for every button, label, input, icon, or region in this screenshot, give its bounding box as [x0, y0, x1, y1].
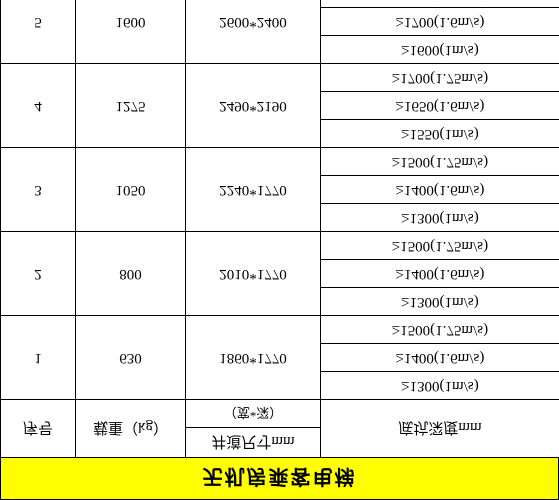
cell-shaft: 2490*2190: [186, 64, 321, 148]
table-row: 516002600*2400≥1600(1m/s): [1, 36, 559, 64]
header-pit: 底坑深度mm: [321, 400, 559, 458]
cell-pit: ≥1500(1.75m/s): [321, 232, 559, 260]
cell-pit: ≥1300(1m/s): [321, 288, 559, 316]
table-row: 310502240*1770≥1300(1m/s): [1, 204, 559, 232]
cell-load: 1600: [76, 0, 186, 64]
elevator-spec-table: 序号 载重（kg） 井道尺寸mm 底坑深度mm （宽*深） 16301860*1…: [0, 0, 559, 458]
header-shaft-top: 井道尺寸mm: [186, 428, 321, 458]
cell-serial: 5: [1, 0, 76, 64]
cell-shaft: 2600*2400: [186, 0, 321, 64]
cell-load: 1050: [76, 148, 186, 232]
cell-pit: ≥1750(1.75m/s): [321, 0, 559, 8]
page-title: 无机房乘客电梯: [203, 465, 357, 487]
cell-pit: ≥1500(1.75m/s): [321, 148, 559, 176]
cell-pit: ≥1700(1.75m/s): [321, 64, 559, 92]
cell-pit: ≥1700(1.6m/s): [321, 8, 559, 36]
cell-serial: 3: [1, 148, 76, 232]
cell-load: 630: [76, 316, 186, 400]
cell-pit: ≥1550(1m/s): [321, 120, 559, 148]
table-row: 412752490*2190≥1550(1m/s): [1, 120, 559, 148]
cell-pit: ≥1650(1.6m/s): [321, 92, 559, 120]
header-shaft-bottom: （宽*深）: [186, 400, 321, 428]
cell-pit: ≥1600(1m/s): [321, 36, 559, 64]
header-load: 载重（kg）: [76, 400, 186, 458]
cell-load: 800: [76, 232, 186, 316]
cell-shaft: 2240*1770: [186, 148, 321, 232]
cell-pit: ≥1300(1m/s): [321, 204, 559, 232]
table-body: 16301860*1770≥1300(1m/s)≥1400(1.6m/s)≥15…: [1, 0, 559, 400]
cell-pit: ≥1400(1.6m/s): [321, 344, 559, 372]
header-serial: 序号: [1, 400, 76, 458]
table-row: 28002010*1770≥1300(1m/s): [1, 288, 559, 316]
cell-pit: ≥1300(1m/s): [321, 372, 559, 400]
cell-load: 1275: [76, 64, 186, 148]
table-header: 序号 载重（kg） 井道尺寸mm 底坑深度mm （宽*深）: [1, 400, 559, 458]
cell-shaft: 2010*1770: [186, 232, 321, 316]
title-bar: 无机房乘客电梯: [0, 458, 559, 500]
cell-serial: 1: [1, 316, 76, 400]
cell-shaft: 1860*1770: [186, 316, 321, 400]
cell-pit: ≥1400(1.6m/s): [321, 176, 559, 204]
cell-pit: ≥1400(1.6m/s): [321, 260, 559, 288]
cell-serial: 2: [1, 232, 76, 316]
cell-pit: ≥1500(1.75m/s): [321, 316, 559, 344]
cell-serial: 4: [1, 64, 76, 148]
table-row: 16301860*1770≥1300(1m/s): [1, 372, 559, 400]
